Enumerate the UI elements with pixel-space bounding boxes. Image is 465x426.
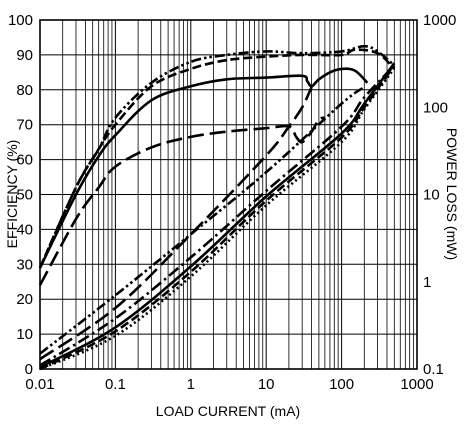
y-right-tick-label: 0.1 <box>423 361 444 378</box>
y-left-tick-label: 20 <box>16 291 33 308</box>
series-group <box>38 44 396 371</box>
y-left-tick-label: 40 <box>16 221 33 238</box>
efficiency-series-line-3 <box>38 67 369 269</box>
power-loss-series-line-6 <box>39 86 366 355</box>
x-tick-label: 0.01 <box>25 376 54 393</box>
x-tick-label: 0.1 <box>105 376 126 393</box>
power-loss-series-line-5 <box>39 86 313 361</box>
y-right-tick-label: 1000 <box>423 12 456 29</box>
y-left-tick-label: 30 <box>16 256 33 273</box>
y-left-tick-label: 0 <box>25 361 33 378</box>
efficiency-series-line-4 <box>38 116 326 286</box>
x-tick-label: 1000 <box>400 376 433 393</box>
x-axis-label: LOAD CURRENT (mA) <box>156 403 300 419</box>
y-axis-left-label: EFFICIENCY (%) <box>4 140 20 249</box>
y-left-tick-label: 10 <box>16 326 33 343</box>
y-left-tick-label: 70 <box>16 117 33 134</box>
x-tick-label: 1 <box>187 376 195 393</box>
y-left-tick-label: 90 <box>16 47 33 64</box>
y-axis-right-label: POWER LOSS (mW) <box>444 128 460 260</box>
power-loss-series-line-9 <box>39 64 396 371</box>
power-loss-series-line-8 <box>39 62 396 369</box>
y-right-tick-label: 100 <box>423 99 448 116</box>
power-loss-series-line-7 <box>39 64 396 367</box>
x-tick-label: 10 <box>258 376 275 393</box>
plot-frame <box>39 19 418 370</box>
y-right-tick-label: 1 <box>423 274 431 291</box>
x-tick-label: 100 <box>329 376 354 393</box>
y-left-tick-label: 100 <box>8 12 33 29</box>
y-left-tick-label: 80 <box>16 82 33 99</box>
efficiency-series-line-2 <box>38 48 396 269</box>
y-left-tick-label: 60 <box>16 152 33 169</box>
y-right-tick-label: 10 <box>423 187 440 204</box>
y-left-tick-label: 50 <box>16 187 33 204</box>
tick-labels: 0.01 0.1 1 10 100 100001020304050607080901000… <box>8 12 456 393</box>
efficiency-series-line-1 <box>38 44 396 269</box>
